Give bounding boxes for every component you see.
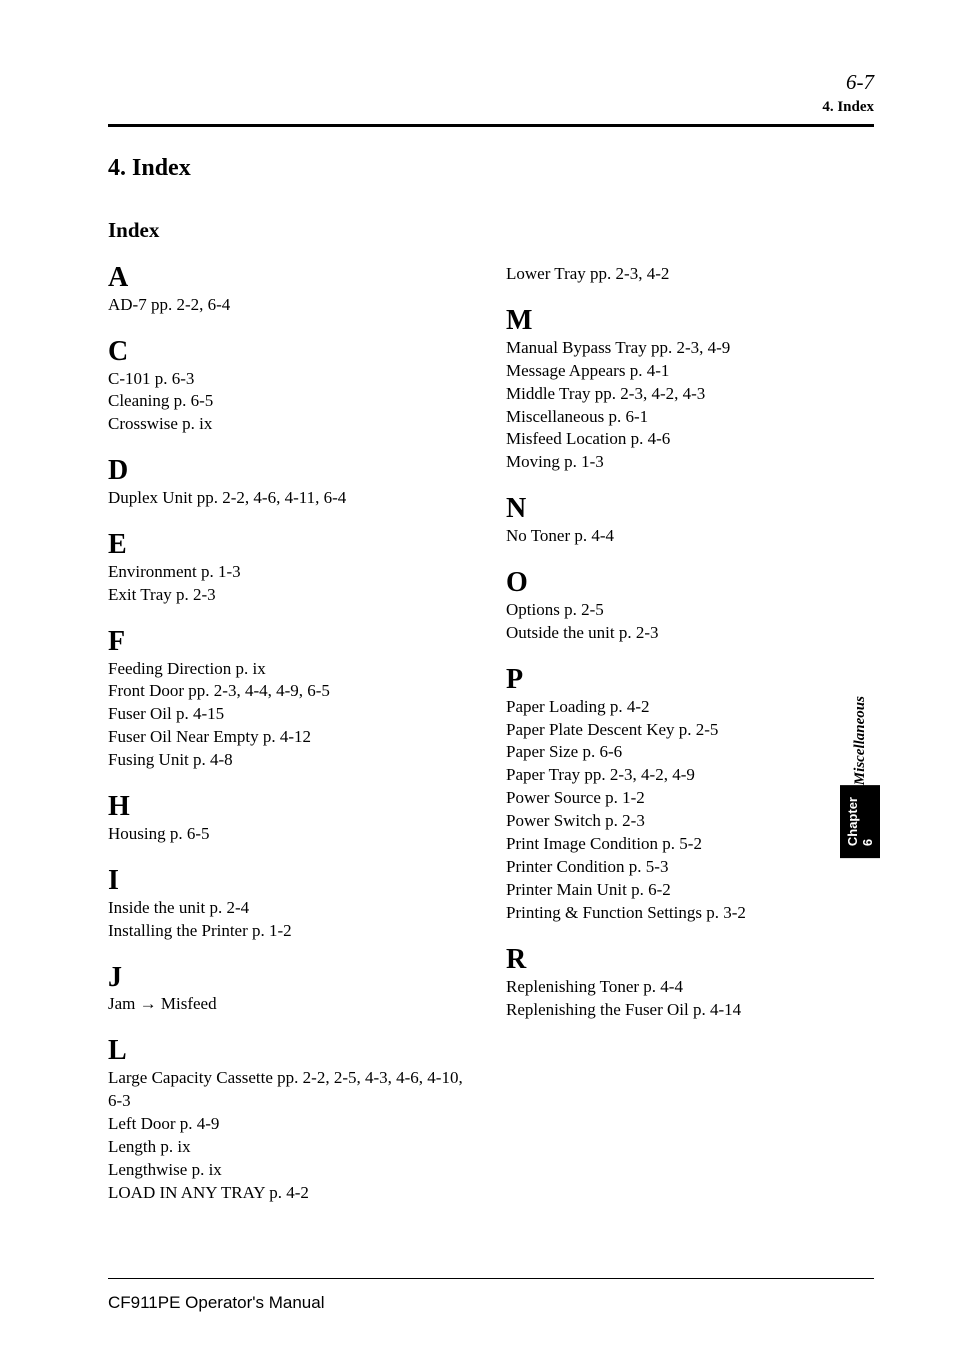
page-number: 6-7 [108, 70, 874, 95]
index-letter-group: MManual Bypass Tray pp. 2-3, 4-9Message … [506, 306, 874, 474]
index-letter: H [108, 792, 476, 823]
index-entry: Feeding Direction p. ix [108, 658, 476, 681]
header-area: 6-7 4. Index [108, 70, 874, 116]
index-letter-group: RReplenishing Toner p. 4-4Replenishing t… [506, 945, 874, 1022]
index-entry: Manual Bypass Tray pp. 2-3, 4-9 [506, 337, 874, 360]
index-entry: No Toner p. 4-4 [506, 525, 874, 548]
index-entry: Duplex Unit pp. 2-2, 4-6, 4-11, 6-4 [108, 487, 476, 510]
index-entry: Paper Size p. 6-6 [506, 741, 874, 764]
index-entry: Cleaning p. 6-5 [108, 390, 476, 413]
index-entry: C-101 p. 6-3 [108, 368, 476, 391]
index-entry: Power Source p. 1-2 [506, 787, 874, 810]
index-entry: Lower Tray pp. 2-3, 4-2 [506, 263, 874, 286]
index-entry: Paper Loading p. 4-2 [506, 696, 874, 719]
index-entry: Message Appears p. 4-1 [506, 360, 874, 383]
index-letter: I [108, 866, 476, 897]
index-entry: Fusing Unit p. 4-8 [108, 749, 476, 772]
side-tab: Miscellaneous Chapter 6 [846, 680, 874, 840]
index-letter: O [506, 568, 874, 599]
index-letter: F [108, 627, 476, 658]
index-entry: Misfeed Location p. 4-6 [506, 428, 874, 451]
index-entry: Paper Tray pp. 2-3, 4-2, 4-9 [506, 764, 874, 787]
index-letter: R [506, 945, 874, 976]
footer-text: CF911PE Operator's Manual [108, 1293, 324, 1313]
index-letter-group: CC-101 p. 6-3Cleaning p. 6-5Crosswise p.… [108, 337, 476, 437]
index-entry: Replenishing the Fuser Oil p. 4-14 [506, 999, 874, 1022]
index-entry: Inside the unit p. 2-4 [108, 897, 476, 920]
right-column: Lower Tray pp. 2-3, 4-2 MManual Bypass Tr… [506, 263, 874, 1225]
index-letter-group: JJam → Misfeed [108, 963, 476, 1017]
header-section-label: 4. Index [108, 99, 874, 116]
index-entry: Printing & Function Settings p. 3-2 [506, 902, 874, 925]
index-columns: AAD-7 pp. 2-2, 6-4 CC-101 p. 6-3Cleaning … [108, 263, 874, 1225]
index-entry: Print Image Condition p. 5-2 [506, 833, 874, 856]
index-entry: Fuser Oil Near Empty p. 4-12 [108, 726, 476, 749]
bottom-rule [108, 1278, 874, 1279]
index-entry: Middle Tray pp. 2-3, 4-2, 4-3 [506, 383, 874, 406]
index-letter: M [506, 306, 874, 337]
index-entry: Printer Condition p. 5-3 [506, 856, 874, 879]
index-entry: Large Capacity Cassette pp. 2-2, 2-5, 4-… [108, 1067, 476, 1113]
index-entry: Crosswise p. ix [108, 413, 476, 436]
side-tab-chapter: Chapter 6 [840, 785, 880, 858]
index-letter-group: AAD-7 pp. 2-2, 6-4 [108, 263, 476, 317]
index-letter: P [506, 665, 874, 696]
index-letter: N [506, 494, 874, 525]
index-letter-group: DDuplex Unit pp. 2-2, 4-6, 4-11, 6-4 [108, 456, 476, 510]
index-letter: C [108, 337, 476, 368]
index-letter: J [108, 963, 476, 994]
index-letter: D [108, 456, 476, 487]
page-subtitle: Index [108, 218, 874, 243]
index-letter: L [108, 1036, 476, 1067]
index-letter-group: EEnvironment p. 1-3Exit Tray p. 2-3 [108, 530, 476, 607]
index-entry: Installing the Printer p. 1-2 [108, 920, 476, 943]
left-column: AAD-7 pp. 2-2, 6-4 CC-101 p. 6-3Cleaning … [108, 263, 476, 1225]
index-entry: Printer Main Unit p. 6-2 [506, 879, 874, 902]
side-tab-misc: Miscellaneous [852, 680, 869, 785]
index-entry: Length p. ix [108, 1136, 476, 1159]
index-letter-group: FFeeding Direction p. ixFront Door pp. 2… [108, 627, 476, 772]
index-entry: Front Door pp. 2-3, 4-4, 4-9, 6-5 [108, 680, 476, 703]
page-title: 4. Index [108, 155, 874, 182]
index-entry: Power Switch p. 2-3 [506, 810, 874, 833]
index-entry: Left Door p. 4-9 [108, 1113, 476, 1136]
index-entry: Outside the unit p. 2-3 [506, 622, 874, 645]
index-entry: LOAD IN ANY TRAY p. 4-2 [108, 1182, 476, 1205]
index-letter: E [108, 530, 476, 561]
index-letter-group: LLarge Capacity Cassette pp. 2-2, 2-5, 4… [108, 1036, 476, 1204]
index-entry: AD-7 pp. 2-2, 6-4 [108, 294, 476, 317]
top-rule [108, 124, 874, 127]
index-letter-group: PPaper Loading p. 4-2Paper Plate Descent… [506, 665, 874, 925]
index-entry: Options p. 2-5 [506, 599, 874, 622]
index-entry: Fuser Oil p. 4-15 [108, 703, 476, 726]
index-letter-group: IInside the unit p. 2-4Installing the Pr… [108, 866, 476, 943]
index-entry: Housing p. 6-5 [108, 823, 476, 846]
index-letter-group: HHousing p. 6-5 [108, 792, 476, 846]
index-entry: Replenishing Toner p. 4-4 [506, 976, 874, 999]
index-entry: Moving p. 1-3 [506, 451, 874, 474]
index-entry: Paper Plate Descent Key p. 2-5 [506, 719, 874, 742]
index-entry: Miscellaneous p. 6-1 [506, 406, 874, 429]
index-letter-group: Lower Tray pp. 2-3, 4-2 [506, 263, 874, 286]
index-entry: Exit Tray p. 2-3 [108, 584, 476, 607]
index-letter-group: OOptions p. 2-5Outside the unit p. 2-3 [506, 568, 874, 645]
index-entry: Jam → Misfeed [108, 993, 476, 1016]
index-letter: A [108, 263, 476, 294]
index-entry: Environment p. 1-3 [108, 561, 476, 584]
index-letter-group: NNo Toner p. 4-4 [506, 494, 874, 548]
index-entry: Lengthwise p. ix [108, 1159, 476, 1182]
